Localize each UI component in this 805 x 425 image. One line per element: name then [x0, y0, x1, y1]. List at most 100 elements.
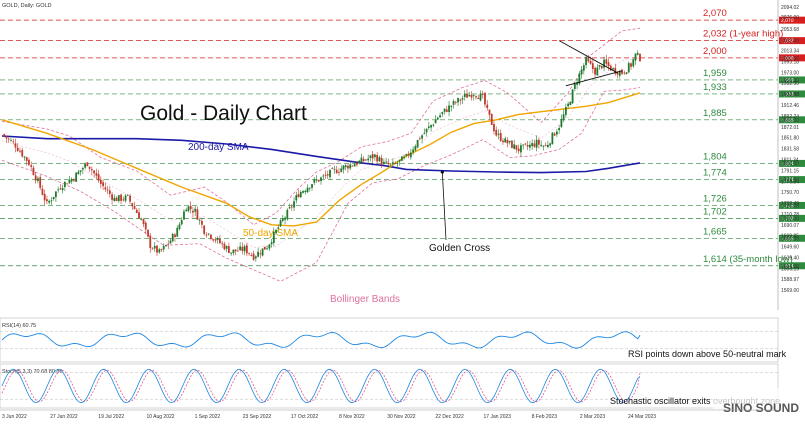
- candle-bullish: [555, 131, 558, 135]
- candle-bullish: [425, 128, 428, 133]
- candle-bullish: [48, 200, 51, 203]
- candle-bullish: [412, 149, 415, 153]
- candle-bullish: [165, 245, 167, 247]
- candle-bullish: [340, 168, 343, 172]
- level-price-tag: [779, 54, 805, 62]
- price-tick-label: 1770.84: [781, 179, 799, 185]
- candle-bullish: [322, 175, 325, 177]
- candle-bullish: [535, 139, 538, 148]
- candle-bullish: [153, 245, 156, 249]
- candle-bearish: [365, 159, 367, 161]
- level-price-tag-label: 2,070: [781, 18, 794, 24]
- candle-bullish: [439, 115, 441, 118]
- level-label: 1,933: [703, 82, 727, 93]
- bollinger-lower: [1, 87, 641, 282]
- chart-title: Gold - Daily Chart: [140, 102, 307, 125]
- candle-bearish: [3, 134, 6, 137]
- candle-bearish: [214, 239, 217, 241]
- price-tick-label: 1851.80: [781, 136, 799, 142]
- candle-bullish: [279, 220, 282, 227]
- candle-bullish: [443, 108, 446, 112]
- candle-bearish: [30, 165, 33, 167]
- candle-bearish: [5, 136, 8, 139]
- candle-bullish: [302, 191, 304, 193]
- rsi-label: RSI(14) 60.75: [2, 323, 36, 329]
- candle-bullish: [457, 98, 459, 103]
- candle-bearish: [630, 63, 632, 67]
- candle-bearish: [104, 187, 107, 190]
- candle-bullish: [270, 242, 273, 245]
- candle-bullish: [427, 126, 430, 128]
- candle-bullish: [117, 195, 120, 202]
- candle-bullish: [421, 135, 423, 139]
- price-tick-label: 1649.60: [781, 245, 799, 251]
- level-price-tag: [779, 214, 805, 222]
- candle-bearish: [189, 205, 192, 210]
- candle-bearish: [544, 145, 547, 147]
- candle-bearish: [16, 147, 19, 151]
- candle-bullish: [612, 68, 614, 70]
- candle-bullish: [187, 206, 190, 212]
- candle-bullish: [266, 248, 268, 250]
- level-label: 1,885: [703, 108, 727, 119]
- price-tick-label: 1885.00: [781, 118, 799, 124]
- candle-bullish: [522, 144, 525, 146]
- candle-bullish: [284, 217, 286, 220]
- candle-bearish: [203, 225, 206, 234]
- candle-bullish: [434, 119, 437, 124]
- date-tick-label: 3 Jun 2022: [2, 414, 27, 420]
- price-tick-label: 1952.90: [781, 81, 799, 87]
- candle-bearish: [227, 246, 230, 253]
- price-tick-label: 2000.00: [781, 56, 799, 62]
- candle-bullish: [374, 154, 376, 158]
- candle-bullish: [585, 57, 587, 66]
- level-label: 2,070: [703, 8, 727, 19]
- candle-bullish: [564, 106, 567, 115]
- candle-bearish: [142, 219, 145, 225]
- level-price-tag-label: 1,933: [781, 92, 794, 98]
- price-tick-label: 1774.00: [781, 178, 799, 184]
- level-price-tag-label: 1,885: [781, 118, 794, 124]
- candle-bullish: [52, 196, 55, 199]
- candle-bearish: [14, 143, 17, 148]
- candle-bearish: [335, 169, 338, 174]
- candle-bullish: [598, 65, 601, 67]
- candle-bearish: [486, 104, 489, 109]
- candle-bullish: [306, 187, 309, 193]
- candle-bearish: [160, 249, 163, 251]
- triangle-upper-line: [558, 40, 618, 74]
- level-label: 1,614 (35-month low): [703, 254, 793, 265]
- candle-bearish: [234, 249, 237, 252]
- rsi-line: [1, 331, 641, 349]
- candle-bullish: [171, 234, 174, 242]
- candle-bearish: [90, 169, 93, 171]
- date-tick-label: 2 Mar 2023: [580, 414, 606, 420]
- candle-bullish: [463, 93, 466, 97]
- candle-bearish: [371, 154, 374, 159]
- sma200-line: [1, 135, 641, 174]
- candle-bullish: [207, 233, 210, 235]
- candle-bearish: [475, 96, 477, 98]
- candle-bullish: [75, 172, 78, 182]
- price-tick-label: 2053.68: [781, 27, 799, 33]
- candle-bullish: [603, 59, 605, 68]
- candle-bullish: [37, 178, 39, 182]
- candle-bullish: [479, 93, 482, 101]
- candle-bearish: [490, 113, 493, 125]
- candle-bearish: [28, 159, 30, 165]
- level-price-tag: [779, 234, 805, 242]
- candle-bearish: [488, 109, 491, 115]
- candle-bullish: [578, 73, 581, 84]
- candle-bullish: [180, 220, 183, 225]
- candle-bearish: [108, 190, 111, 194]
- candle-bullish: [367, 158, 370, 161]
- candle-bearish: [506, 139, 509, 144]
- price-tick-label: 1959.00: [781, 78, 799, 84]
- candle-bullish: [416, 139, 419, 148]
- candle-bearish: [144, 222, 147, 230]
- candle-bearish: [250, 255, 253, 256]
- candle-bullish: [230, 252, 233, 254]
- level-label: 2,032 (1-year high): [703, 29, 783, 40]
- candle-bullish: [448, 105, 450, 112]
